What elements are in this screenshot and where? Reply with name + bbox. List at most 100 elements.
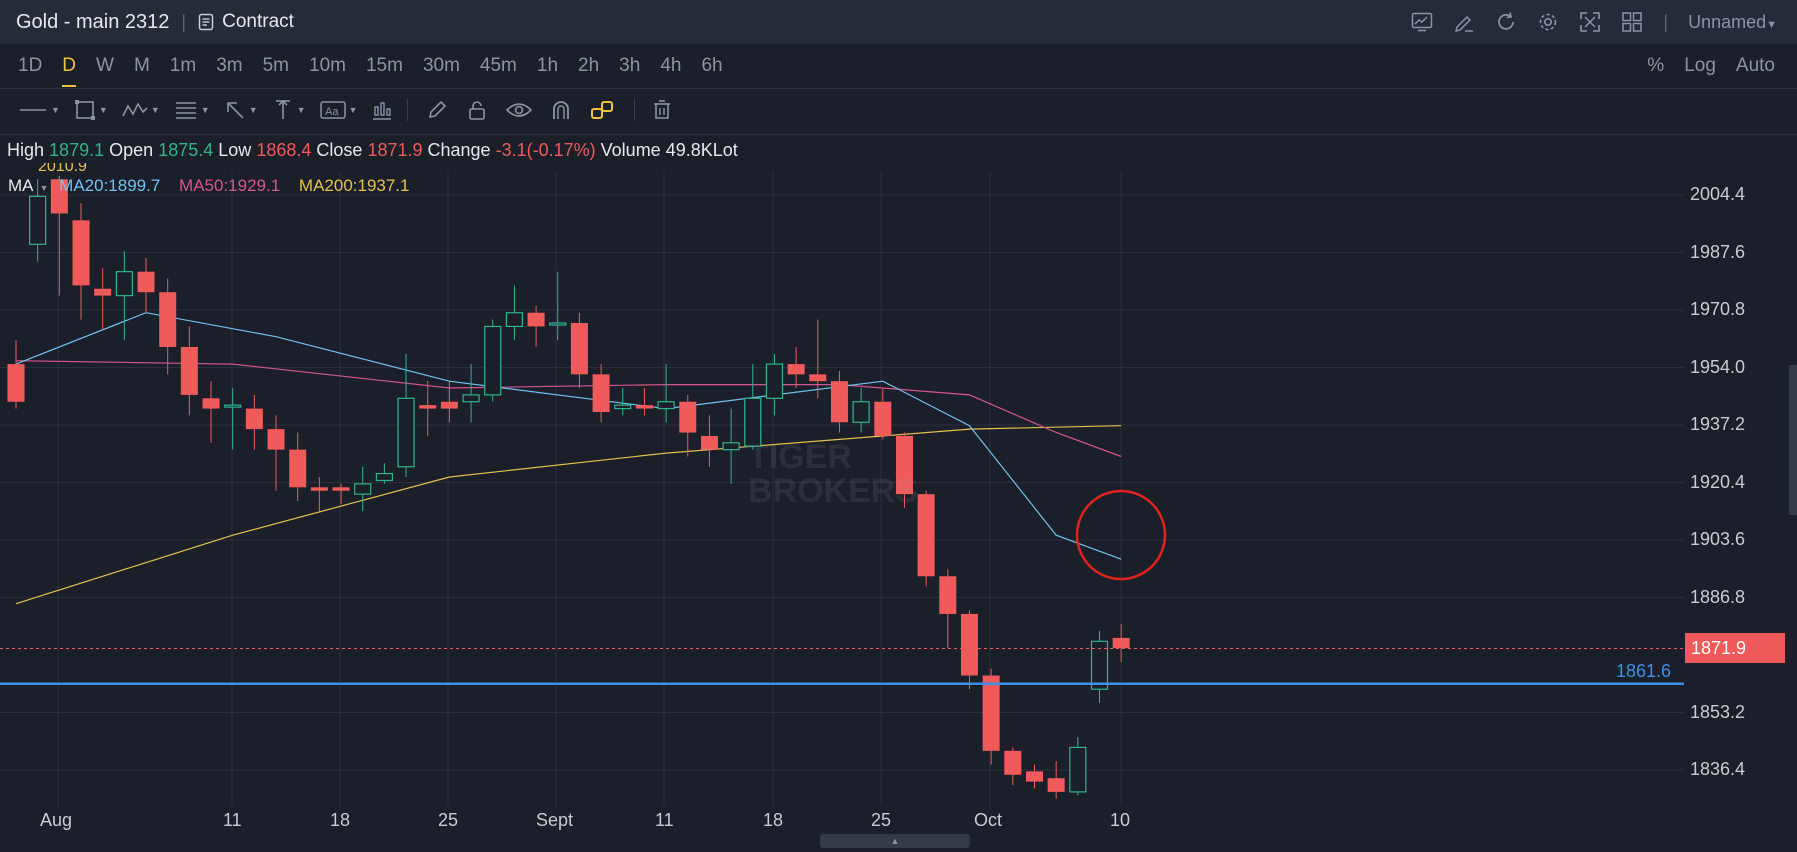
fib-tool-icon[interactable]: ▼ [175, 102, 210, 119]
candle[interactable] [614, 404, 632, 410]
candle[interactable] [245, 408, 263, 430]
candle[interactable] [939, 576, 957, 614]
timeframe-5m[interactable]: 5m [262, 55, 290, 76]
candle[interactable] [895, 435, 913, 495]
layout-dropdown[interactable]: Unnamed▼ [1688, 12, 1777, 33]
candle[interactable] [679, 401, 697, 433]
edit-icon[interactable] [1453, 11, 1475, 33]
timeframe-M[interactable]: M [133, 55, 150, 76]
timeframe-6h[interactable]: 6h [701, 55, 723, 76]
timeframe-D[interactable]: D [62, 55, 77, 87]
candle[interactable] [527, 312, 545, 327]
timeframe-2h[interactable]: 2h [578, 55, 600, 76]
log-scale-button[interactable]: Log [1684, 55, 1716, 76]
candle[interactable] [1025, 771, 1043, 782]
date-axis[interactable]: Aug 11 18 25 Sept 11 18 25 Oct 10 [0, 806, 1684, 834]
candle[interactable] [419, 405, 437, 409]
candle[interactable] [375, 473, 393, 482]
rectangle-tool-icon[interactable]: ▼ [74, 99, 108, 121]
candle[interactable] [960, 613, 978, 676]
candle[interactable] [744, 397, 762, 447]
candle[interactable] [830, 381, 848, 423]
percent-scale-button[interactable]: % [1647, 55, 1665, 76]
candle[interactable] [224, 404, 242, 408]
candle[interactable] [462, 394, 480, 403]
timeframe-45m[interactable]: 45m [479, 55, 517, 76]
timeframe-1m[interactable]: 1m [169, 55, 197, 76]
candle[interactable] [397, 397, 415, 468]
timeframe-15m[interactable]: 15m [365, 55, 403, 76]
timeframe-3h[interactable]: 3h [619, 55, 641, 76]
candle[interactable] [94, 288, 112, 296]
candle[interactable] [809, 374, 827, 382]
candle[interactable] [787, 364, 805, 375]
candle[interactable] [700, 435, 718, 450]
indicator-name[interactable]: MA [8, 176, 34, 195]
scroll-handle[interactable]: ▲ [820, 834, 970, 848]
magnet-icon[interactable] [550, 99, 572, 121]
candle[interactable] [289, 449, 307, 488]
indicator-tool-icon[interactable] [371, 99, 393, 121]
candle[interactable] [1090, 640, 1109, 690]
chart-icon[interactable] [1411, 11, 1433, 33]
candle[interactable] [657, 401, 675, 410]
lock-icon[interactable] [466, 99, 488, 121]
candle[interactable] [440, 401, 458, 409]
auto-scale-button[interactable]: Auto [1735, 55, 1775, 76]
refresh-icon[interactable] [1495, 11, 1517, 33]
arrow-tool-icon[interactable]: ▼ [224, 99, 258, 121]
candle[interactable] [1069, 746, 1087, 793]
candle[interactable] [592, 374, 610, 412]
candle[interactable] [159, 292, 177, 347]
pattern-tool-icon[interactable]: ▼ [122, 100, 160, 120]
candle[interactable] [635, 405, 653, 409]
candle[interactable] [570, 323, 588, 375]
candle[interactable] [72, 220, 90, 286]
candle[interactable] [137, 271, 155, 293]
candle[interactable] [115, 271, 133, 297]
timeframe-1h[interactable]: 1h [536, 55, 559, 76]
candle[interactable] [874, 401, 892, 436]
candle[interactable] [7, 364, 25, 402]
settings-icon[interactable] [1537, 11, 1559, 33]
candle[interactable] [50, 179, 68, 214]
candle[interactable] [505, 312, 524, 328]
candle[interactable] [982, 675, 1000, 751]
timeframe-30m[interactable]: 30m [422, 55, 460, 76]
candle[interactable] [180, 346, 198, 395]
timeframe-W[interactable]: W [96, 55, 114, 76]
candle[interactable] [354, 483, 372, 495]
fullscreen-icon[interactable] [1579, 11, 1601, 33]
eye-icon[interactable] [506, 100, 533, 120]
candle[interactable] [484, 325, 502, 396]
candle[interactable] [852, 401, 870, 423]
timeframe-10m[interactable]: 10m [309, 55, 346, 76]
link-icon[interactable] [590, 99, 614, 121]
candle[interactable] [549, 322, 567, 326]
candle[interactable] [1004, 750, 1022, 775]
measure-tool-icon[interactable]: ▼ [272, 99, 306, 121]
candle[interactable] [267, 429, 285, 450]
candlestick-chart[interactable] [0, 172, 1684, 806]
annotation-circle[interactable] [1075, 489, 1167, 581]
candle[interactable] [332, 487, 350, 491]
timeframe-1D[interactable]: 1D [18, 55, 43, 76]
layout-grid-icon[interactable] [1621, 11, 1643, 33]
pencil-icon[interactable] [426, 99, 448, 121]
side-panel-handle[interactable] [1789, 365, 1797, 515]
timeframe-4h[interactable]: 4h [660, 55, 682, 76]
line-tool-icon[interactable]: ▼ [20, 105, 60, 115]
trash-icon[interactable] [651, 99, 673, 121]
contract-button[interactable]: Contract [198, 11, 294, 33]
candle[interactable] [202, 398, 220, 409]
candle[interactable] [1112, 637, 1130, 649]
price-axis[interactable]: 2004.4 1987.6 1970.8 1954.0 1937.2 1920.4 1903… [1685, 172, 1797, 806]
candle[interactable] [310, 487, 328, 491]
candle[interactable] [722, 442, 740, 451]
timeframe-3m[interactable]: 3m [216, 55, 243, 76]
text-tool-icon[interactable]: Aa ▼ [319, 100, 357, 120]
chevron-down-icon[interactable]: ▼ [39, 183, 49, 193]
candle[interactable] [917, 494, 935, 577]
candle[interactable] [1047, 778, 1065, 792]
candle[interactable] [29, 195, 47, 245]
